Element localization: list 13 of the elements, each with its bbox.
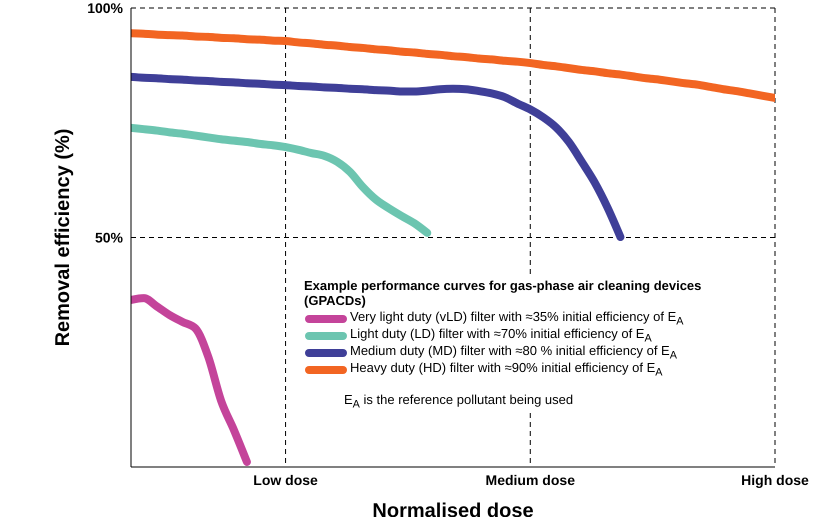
x-tick-label: Low dose <box>253 472 318 488</box>
legend-label: Light duty (LD) filter with ≈70% initial efficiency of E$_{A}$ <box>350 326 652 345</box>
legend-label: Very light duty (vLD) filter with ≈35% initial efficiency of E$_{A}$ <box>350 309 684 328</box>
legend-label: Heavy duty (HD) filter with ≈90% initial efficiency of E$_{A}$ <box>350 360 663 379</box>
legend-label: Medium duty (MD) filter with ≈80 % initial efficiency of E$_{A}$ <box>350 343 677 362</box>
x-tick-label: Medium dose <box>486 472 576 488</box>
y-axis-title: Removal efficiency (%) <box>52 128 74 346</box>
y-tick-label: 100% <box>87 0 124 16</box>
x-tick-label: High dose <box>741 472 810 488</box>
annotation: E$_{A}$ is the reference pollutant being used <box>344 392 574 411</box>
legend-title: Example performance curves for gas-phase air cleaning devices (GPACDs) <box>304 278 702 308</box>
y-tick-label: 50% <box>94 229 124 246</box>
x-axis-title: Normalised dose <box>372 500 534 517</box>
